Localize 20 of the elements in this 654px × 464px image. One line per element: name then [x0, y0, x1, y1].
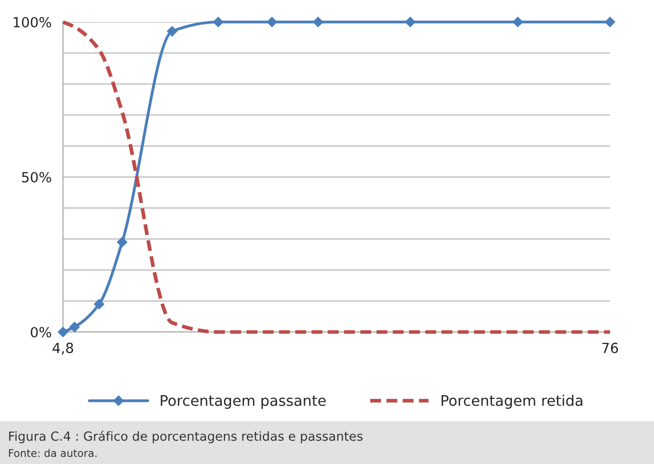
y-tick-label: 100%: [14, 16, 52, 28]
point: [266, 16, 278, 28]
legend-label: Porcentagem passante: [160, 395, 326, 409]
point: [58, 326, 68, 338]
point: [312, 16, 324, 28]
legend-label: Porcentagem retida: [442, 394, 582, 409]
source-note: Fonte: da autora.: [9, 448, 97, 458]
y-tick-label: 50%: [22, 172, 52, 182]
text: Figura C.4 : Gráfico de porcentagens retidas e passantes: [9, 430, 363, 444]
point: [166, 26, 178, 36]
point: [604, 16, 616, 28]
point: [94, 298, 104, 310]
point: [69, 322, 80, 332]
point: [117, 236, 128, 248]
point: [213, 16, 224, 28]
point: [512, 16, 523, 28]
point: [405, 16, 416, 28]
y-tick-label: 0%: [30, 326, 52, 338]
x-tick-label: 76: [602, 342, 618, 354]
x-tick-label: 4,8: [52, 342, 74, 355]
